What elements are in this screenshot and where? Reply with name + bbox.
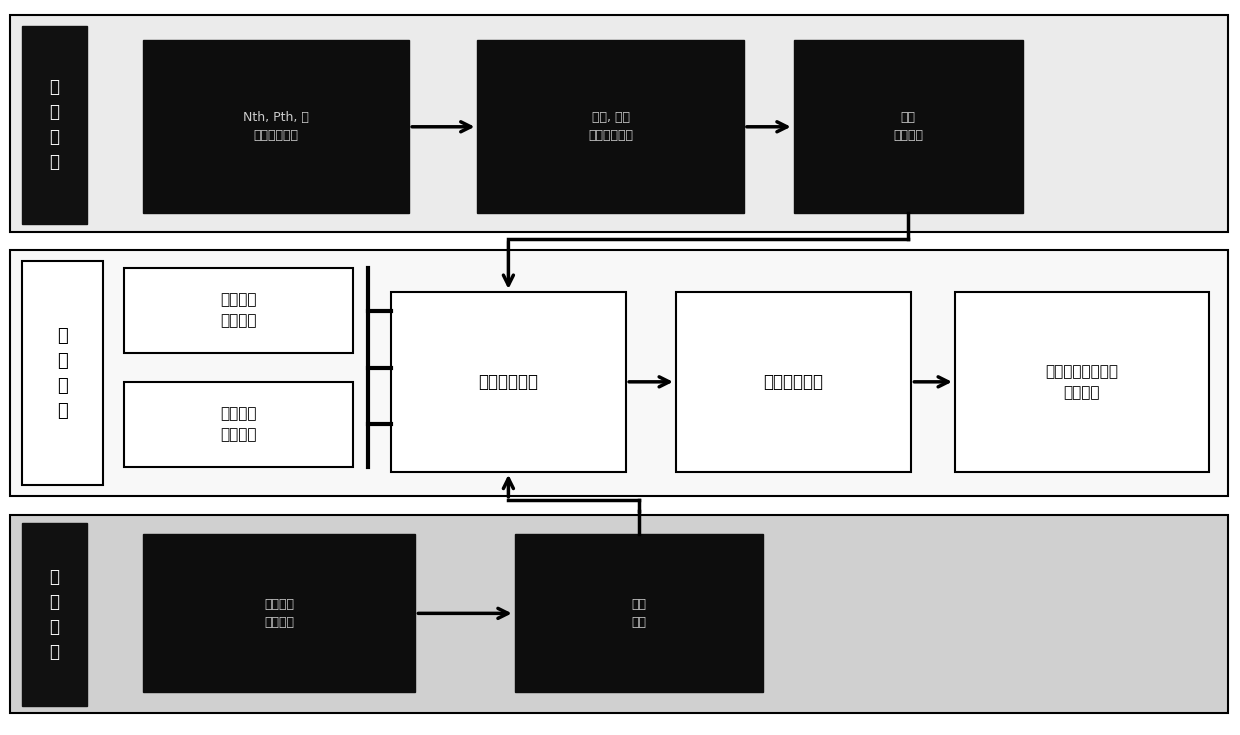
Text: 执行优化结果: 执行优化结果: [764, 373, 823, 391]
FancyBboxPatch shape: [391, 292, 626, 472]
FancyBboxPatch shape: [124, 382, 353, 467]
FancyBboxPatch shape: [515, 534, 763, 692]
FancyBboxPatch shape: [794, 40, 1023, 213]
Text: 滚
动
优
化: 滚 动 优 化: [57, 326, 68, 420]
Text: 实
时
优
化: 实 时 优 化: [50, 568, 60, 661]
FancyBboxPatch shape: [10, 514, 1228, 713]
FancyBboxPatch shape: [22, 261, 103, 485]
FancyBboxPatch shape: [10, 15, 1228, 232]
Text: 节点电压
偏差最小: 节点电压 偏差最小: [221, 293, 257, 329]
FancyBboxPatch shape: [143, 534, 415, 692]
Text: Nth, Pth, 等
预测数据输入: Nth, Pth, 等 预测数据输入: [243, 111, 309, 143]
FancyBboxPatch shape: [22, 523, 87, 706]
FancyBboxPatch shape: [477, 40, 744, 213]
Text: 综合供电
成本最低: 综合供电 成本最低: [221, 406, 257, 442]
Text: 时间窗口依次后移
滚动优化: 时间窗口依次后移 滚动优化: [1045, 364, 1118, 400]
Text: 控制时域优化: 控制时域优化: [479, 373, 538, 391]
Text: 实时
优化: 实时 优化: [631, 598, 646, 629]
Text: 预测
输出结果: 预测 输出结果: [893, 111, 924, 143]
FancyBboxPatch shape: [955, 292, 1209, 472]
Text: 预
测
优
化: 预 测 优 化: [50, 79, 60, 171]
FancyBboxPatch shape: [676, 292, 911, 472]
FancyBboxPatch shape: [143, 40, 409, 213]
Text: 实时量测
数据采集: 实时量测 数据采集: [264, 598, 294, 629]
FancyBboxPatch shape: [10, 250, 1228, 496]
FancyBboxPatch shape: [124, 268, 353, 353]
Text: 气象, 负荷
预测算法处理: 气象, 负荷 预测算法处理: [588, 111, 634, 143]
FancyBboxPatch shape: [22, 26, 87, 224]
